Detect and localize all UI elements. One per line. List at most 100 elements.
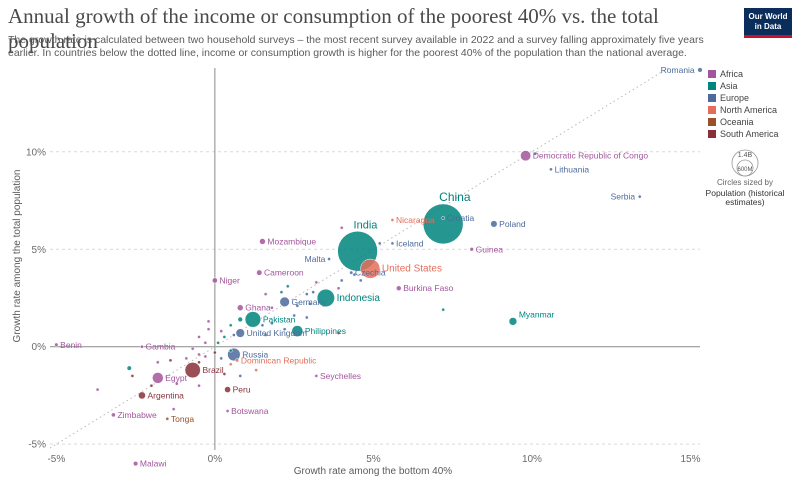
- data-point[interactable]: [336, 331, 341, 335]
- point-iceland[interactable]: [390, 241, 395, 246]
- data-point[interactable]: [237, 316, 243, 323]
- data-point[interactable]: [197, 383, 201, 388]
- data-point[interactable]: [279, 290, 284, 294]
- point-gambia[interactable]: [140, 344, 144, 349]
- data-point[interactable]: [260, 323, 265, 328]
- data-point[interactable]: [222, 335, 227, 339]
- legend-item-oceania[interactable]: Oceania: [708, 116, 779, 128]
- point-united-states[interactable]: [360, 258, 381, 279]
- point-burkina-faso[interactable]: [396, 285, 402, 291]
- point-guinea[interactable]: [469, 247, 474, 252]
- data-point[interactable]: [197, 335, 201, 339]
- data-point[interactable]: [171, 407, 176, 411]
- data-point[interactable]: [339, 225, 344, 230]
- data-point[interactable]: [149, 383, 154, 388]
- data-point[interactable]: [238, 374, 243, 378]
- point-tonga[interactable]: [165, 416, 170, 421]
- data-point[interactable]: [533, 151, 537, 156]
- point-pakistan[interactable]: [244, 311, 262, 328]
- data-point[interactable]: [203, 340, 208, 345]
- point-cameroon[interactable]: [256, 269, 263, 276]
- point-mozambique[interactable]: [259, 238, 266, 245]
- data-point[interactable]: [314, 280, 319, 285]
- point-myanmar[interactable]: [508, 317, 518, 326]
- data-point[interactable]: [228, 348, 233, 353]
- point-philippines[interactable]: [291, 325, 304, 337]
- point-poland[interactable]: [490, 220, 498, 228]
- data-point[interactable]: [308, 301, 312, 306]
- point-nicaragua[interactable]: [390, 218, 395, 222]
- point-zimbabwe[interactable]: [111, 412, 116, 418]
- data-point[interactable]: [263, 333, 268, 337]
- data-point[interactable]: [216, 340, 220, 345]
- data-point[interactable]: [311, 290, 316, 294]
- legend-item-europe[interactable]: Europe: [708, 92, 779, 104]
- data-point[interactable]: [232, 333, 236, 337]
- point-egypt[interactable]: [152, 372, 164, 384]
- point-peru[interactable]: [224, 386, 231, 393]
- legend-item-asia[interactable]: Asia: [708, 80, 779, 92]
- data-point[interactable]: [228, 362, 233, 367]
- data-point[interactable]: [263, 292, 268, 296]
- legend-swatch: [708, 94, 716, 102]
- point-croatia[interactable]: [441, 216, 446, 220]
- point-niger[interactable]: [212, 277, 218, 284]
- data-point[interactable]: [206, 327, 211, 332]
- data-point[interactable]: [292, 313, 296, 318]
- y-tick-label: 0%: [32, 342, 47, 353]
- data-point[interactable]: [254, 368, 258, 372]
- point-argentina[interactable]: [138, 391, 146, 400]
- data-point[interactable]: [285, 284, 290, 289]
- data-point[interactable]: [304, 315, 309, 320]
- point-botswana[interactable]: [225, 409, 230, 413]
- data-point[interactable]: [441, 307, 446, 312]
- point-romania[interactable]: [697, 67, 703, 73]
- data-point[interactable]: [219, 356, 224, 361]
- data-point[interactable]: [126, 365, 132, 371]
- point-ghana[interactable]: [237, 304, 244, 311]
- point-serbia[interactable]: [637, 194, 642, 199]
- data-point[interactable]: [213, 350, 217, 355]
- data-point[interactable]: [130, 374, 135, 378]
- data-point[interactable]: [358, 278, 363, 283]
- data-point[interactable]: [206, 319, 211, 324]
- data-point[interactable]: [336, 286, 341, 291]
- data-point[interactable]: [168, 358, 173, 363]
- data-point[interactable]: [270, 321, 274, 326]
- data-point[interactable]: [352, 272, 357, 277]
- point-brazil[interactable]: [184, 362, 201, 379]
- point-benin[interactable]: [54, 342, 59, 347]
- point-lithuania[interactable]: [549, 167, 553, 172]
- data-point[interactable]: [228, 323, 233, 328]
- data-point[interactable]: [295, 303, 300, 308]
- point-czechia[interactable]: [349, 270, 354, 275]
- data-point[interactable]: [282, 327, 287, 332]
- point-dominican-republic[interactable]: [235, 358, 240, 363]
- data-point[interactable]: [270, 305, 274, 310]
- data-point[interactable]: [190, 346, 195, 351]
- point-united-kingdom[interactable]: [235, 328, 245, 338]
- point-seychelles[interactable]: [314, 374, 319, 378]
- data-point[interactable]: [339, 278, 344, 283]
- data-point[interactable]: [197, 352, 201, 357]
- point-china[interactable]: [422, 203, 464, 245]
- point-indonesia[interactable]: [316, 288, 335, 307]
- legend-item-north-america[interactable]: North America: [708, 104, 779, 116]
- data-point[interactable]: [203, 354, 208, 359]
- legend-item-south-america[interactable]: South America: [708, 128, 779, 140]
- point-malawi[interactable]: [133, 461, 139, 467]
- data-point[interactable]: [219, 329, 224, 333]
- data-point[interactable]: [155, 360, 160, 365]
- data-point[interactable]: [95, 387, 100, 392]
- data-point[interactable]: [222, 372, 227, 376]
- point-democratic-republic-of-congo[interactable]: [520, 150, 532, 162]
- owid-logo[interactable]: Our World in Data: [744, 8, 792, 38]
- data-point[interactable]: [377, 241, 382, 246]
- data-point[interactable]: [304, 292, 309, 296]
- data-point[interactable]: [197, 360, 201, 365]
- data-point[interactable]: [174, 381, 179, 386]
- point-malta[interactable]: [327, 257, 331, 261]
- data-point[interactable]: [184, 356, 189, 361]
- legend-item-africa[interactable]: Africa: [708, 68, 779, 80]
- point-germany[interactable]: [279, 296, 290, 307]
